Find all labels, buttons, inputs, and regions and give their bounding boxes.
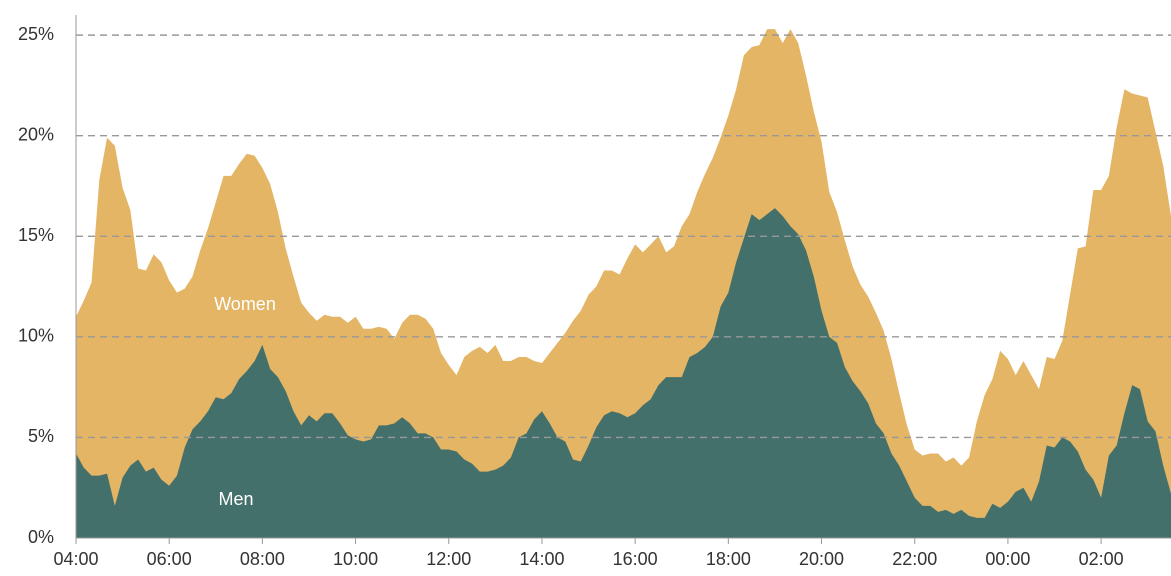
x-tick-label: 02:00 (1079, 549, 1124, 569)
y-tick-label: 10% (18, 326, 54, 346)
x-tick-label: 10:00 (333, 549, 378, 569)
y-tick-label: 25% (18, 24, 54, 44)
x-tick-label: 22:00 (892, 549, 937, 569)
x-tick-label: 12:00 (426, 549, 471, 569)
x-tick-label: 06:00 (147, 549, 192, 569)
x-tick-label: 04:00 (53, 549, 98, 569)
x-tick-label: 00:00 (985, 549, 1030, 569)
x-tick-label: 16:00 (613, 549, 658, 569)
series-label: Women (214, 294, 276, 314)
x-tick-label: 08:00 (240, 549, 285, 569)
series-label: Men (218, 489, 253, 509)
x-tick-label: 20:00 (799, 549, 844, 569)
x-tick-label: 14:00 (519, 549, 564, 569)
area (76, 29, 1171, 539)
y-tick-label: 15% (18, 225, 54, 245)
area (76, 208, 1171, 539)
y-tick-label: 5% (28, 426, 54, 446)
y-tick-label: 20% (18, 124, 54, 144)
y-tick-label: 0% (28, 527, 54, 547)
x-tick-label: 18:00 (706, 549, 751, 569)
